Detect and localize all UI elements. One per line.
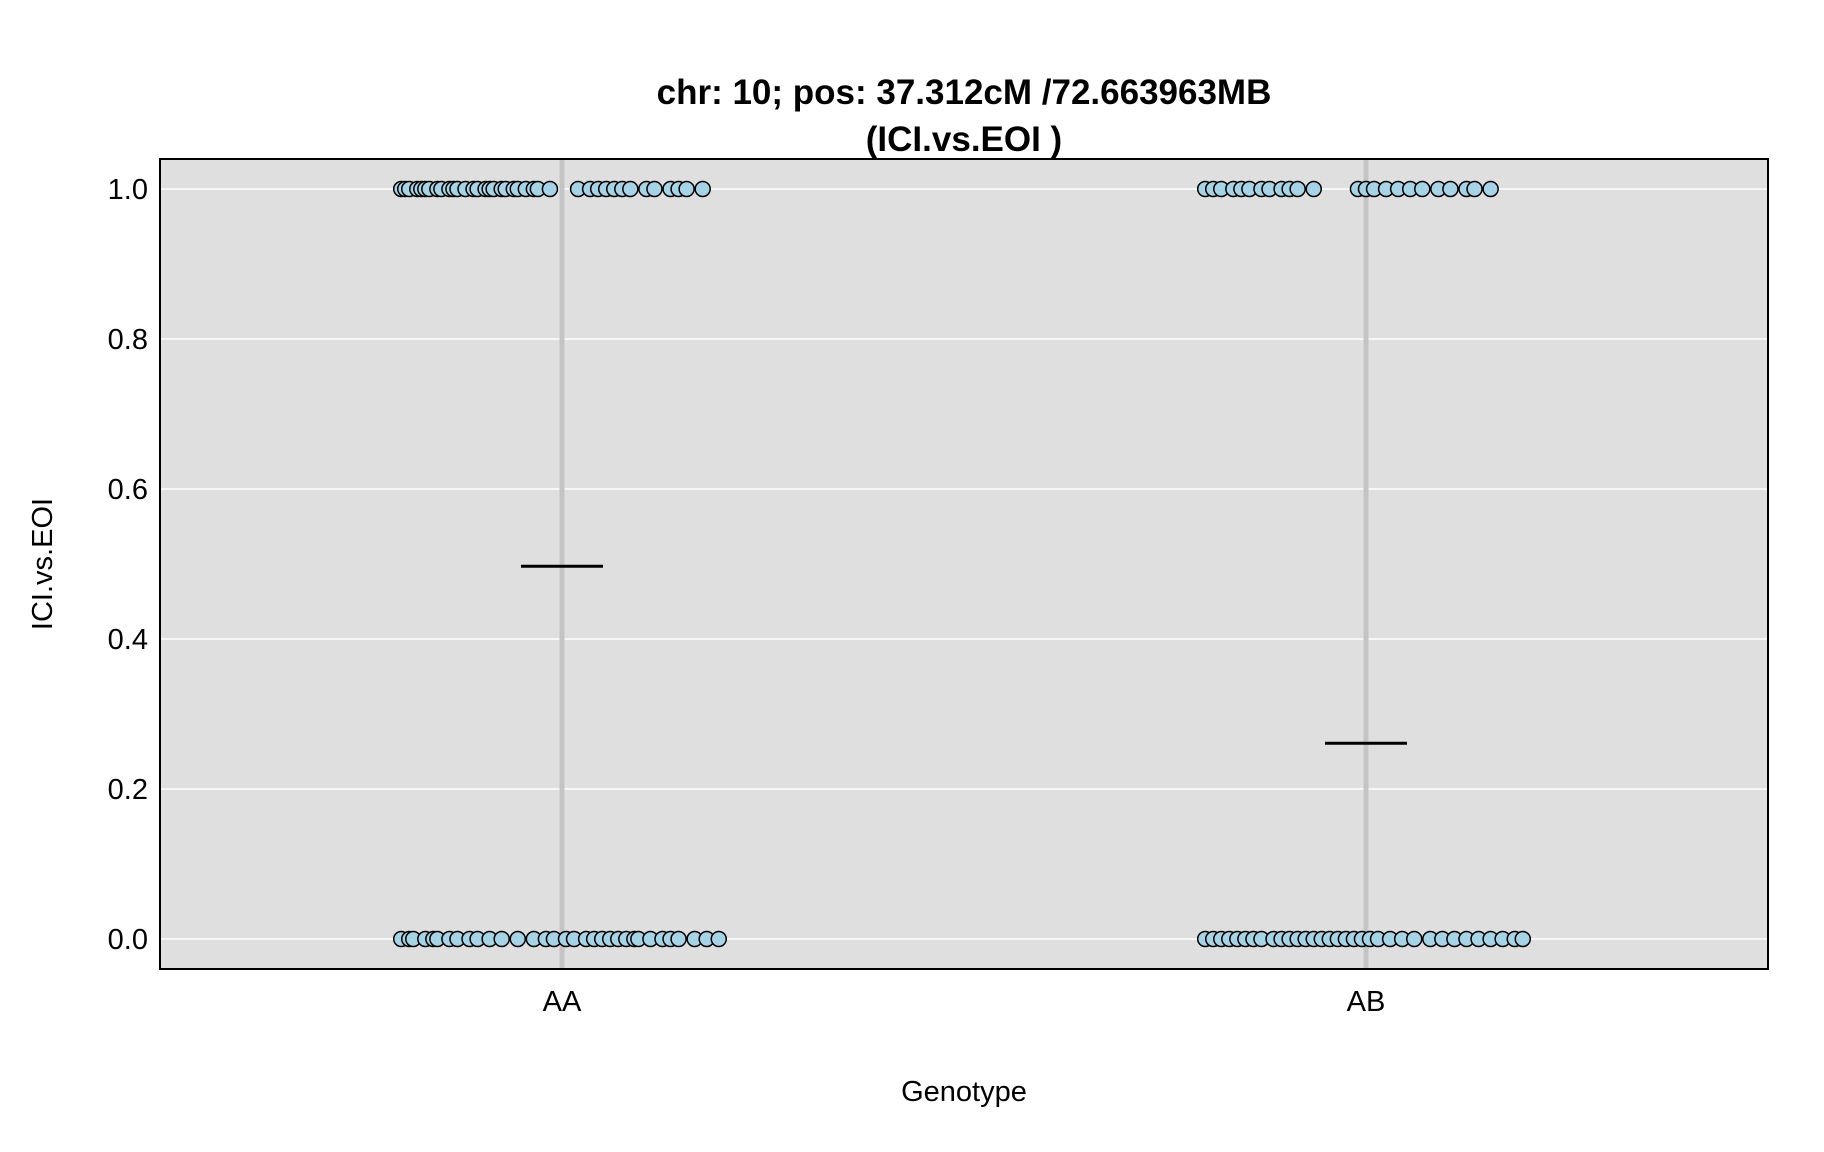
x-tick-label: AB [1347,986,1386,1018]
data-point [670,930,687,948]
data-point [1405,930,1423,948]
data-point [622,180,639,198]
data-point [1514,930,1532,948]
y-axis-label: ICI.vs.EOI [27,498,59,630]
plot-border [159,158,1769,970]
data-point [646,180,663,198]
data-point [493,930,510,948]
y-tick-label: 0.0 [108,924,148,956]
category-lines [559,159,1369,969]
data-point [1305,180,1322,198]
mean-lines [521,564,1407,745]
y-tick-label: 1.0 [108,174,148,206]
data-point [1414,180,1431,198]
y-axis-ticks: 0.0 0.2 0.4 0.6 0.8 1.0 [108,174,148,956]
data-point [1482,180,1499,198]
x-tick-label: AA [543,986,582,1018]
data-point [694,180,711,198]
y-tick-label: 0.2 [108,774,148,806]
data-point [509,930,527,948]
data-point [710,930,728,948]
x-axis-label: Genotype [901,1076,1027,1108]
data-point [1466,180,1483,198]
y-tick-label: 0.4 [108,624,148,656]
data-points [392,180,1532,948]
chart-title: chr: 10; pos: 37.312cM /72.663963MB [657,73,1272,112]
data-point [678,180,695,198]
data-point [541,180,559,198]
plot-panel [160,159,1768,969]
chart-subtitle: (ICI.vs.EOI ) [866,120,1062,159]
x-axis-ticks: AA AB [543,986,1386,1018]
data-point [1289,180,1306,198]
data-point [1442,180,1459,198]
y-tick-label: 0.6 [108,474,148,506]
y-tick-label: 0.8 [108,324,148,356]
